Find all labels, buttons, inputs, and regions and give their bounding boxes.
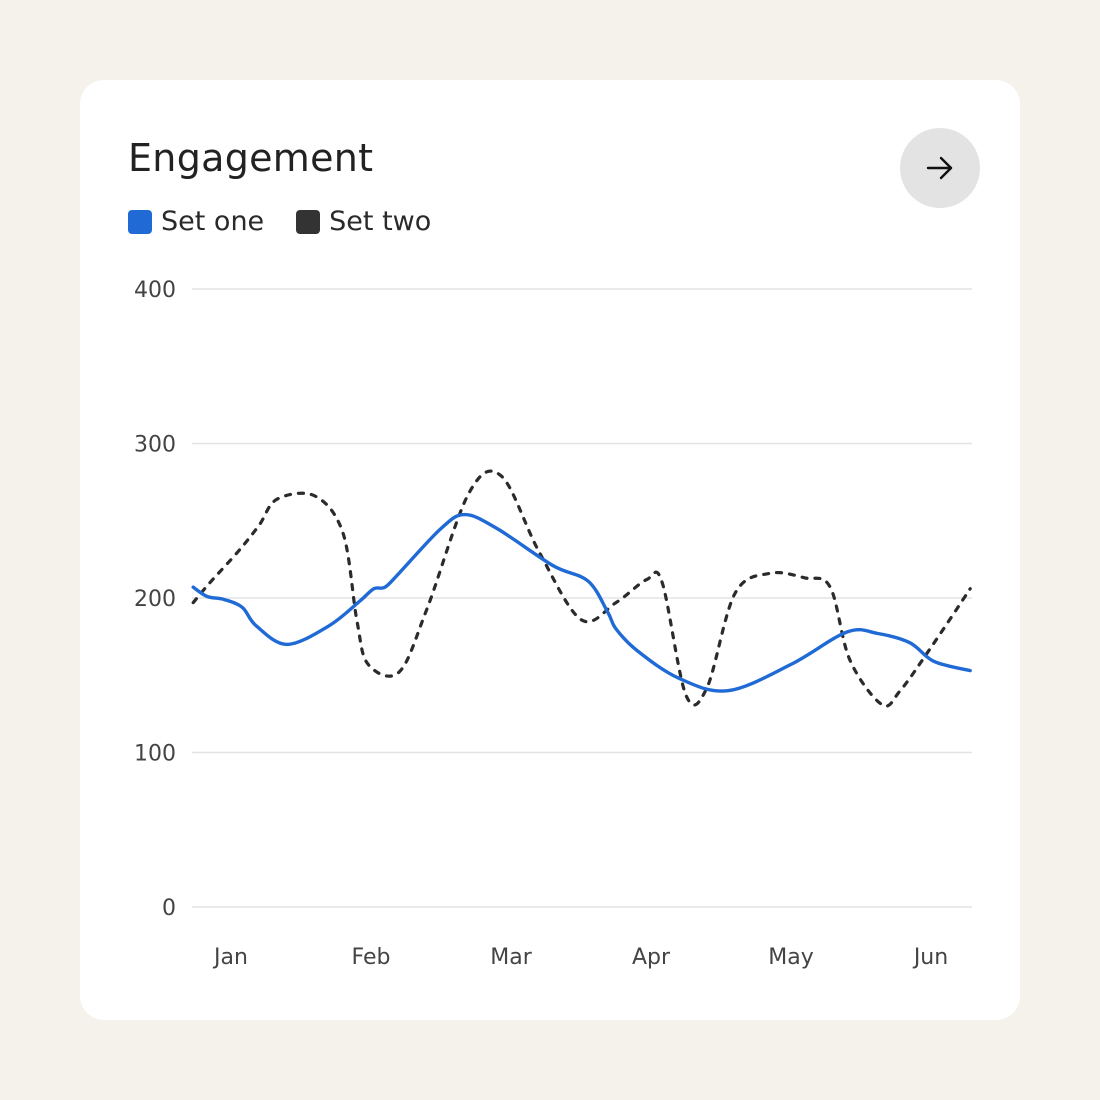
y-tick-label: 100 [134, 742, 176, 767]
x-tick-label-mar: Mar [490, 945, 532, 970]
y-tick-label: 200 [134, 587, 176, 612]
line-chart: 0 100 200 300 400 Jan Feb Mar Apr May Jun [134, 278, 972, 970]
legend-label-set-two: Set two [329, 206, 432, 237]
y-tick-label: 300 [134, 433, 176, 458]
legend-label-set-one: Set one [161, 206, 265, 237]
x-tick-label-jan: Jan [212, 945, 248, 970]
y-tick-label: 0 [162, 896, 176, 921]
legend-item-set-two[interactable]: Set two [296, 206, 431, 237]
engagement-card: Engagement Set one Set two 0 100 200 300 400… [80, 80, 1020, 1020]
chart-legend: Set one Set two [128, 206, 431, 237]
card-title: Engagement [128, 136, 374, 180]
y-tick-label: 400 [134, 278, 176, 303]
series-line-set-two[interactable] [191, 469, 972, 708]
x-tick-label-jun: Jun [912, 945, 948, 970]
x-tick-label-apr: Apr [632, 945, 671, 970]
legend-swatch-set-one [128, 209, 152, 234]
open-details-button[interactable] [900, 128, 980, 208]
x-tick-label-may: May [768, 945, 813, 970]
series-line-set-one[interactable] [191, 512, 972, 693]
legend-swatch-set-two [296, 209, 321, 234]
arrow-right-icon [926, 156, 953, 180]
x-tick-label-feb: Feb [352, 945, 391, 970]
legend-item-set-one[interactable]: Set one [128, 206, 264, 237]
